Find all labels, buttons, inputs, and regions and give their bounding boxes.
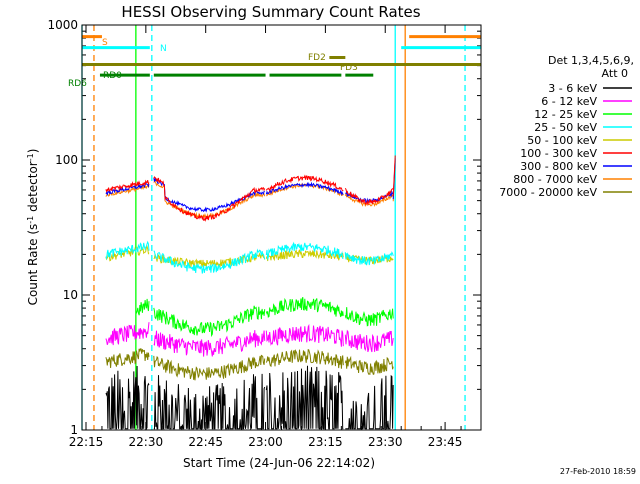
series-line-segment (105, 365, 150, 431)
legend-label: 300 - 800 keV (520, 160, 597, 173)
legend-header-line1: Det 1,3,4,5,6,9, (548, 54, 634, 67)
legend-label: 12 - 25 keV (534, 108, 597, 121)
series-line-segment (344, 329, 394, 353)
series-line-segment (153, 180, 266, 219)
x-tick-label: 22:30 (129, 435, 164, 449)
series-line-segment (105, 322, 150, 346)
series-line-segment (153, 305, 266, 338)
series-line-segment (105, 179, 150, 193)
series-100-300-kevkeV (105, 155, 396, 222)
flag-label-n: N (160, 44, 167, 54)
plot-timestamp: 27-Feb-2010 18:59 (560, 467, 636, 476)
chart-title: HESSI Observing Summary Count Rates (121, 3, 420, 21)
series-line-segment (345, 374, 394, 430)
series-line-segment (265, 241, 344, 261)
x-tick-label: 23:30 (368, 435, 403, 449)
x-tick-label: 22:15 (69, 435, 104, 449)
series-line-segment (344, 307, 394, 327)
series-line-segment (265, 249, 344, 262)
x-tick-label: 23:00 (248, 435, 283, 449)
y-axis-label: Count Rate (s-1 detector-1) (26, 149, 41, 306)
series-line-segment (153, 248, 266, 274)
flag-label-fd3: FD3 (340, 63, 358, 73)
x-axis-label: Start Time (24-Jun-06 22:14:02) (183, 456, 375, 470)
series-line-segment (265, 181, 344, 196)
series-800-7000-kevkeV (105, 160, 396, 219)
legend-label: 800 - 7000 keV (513, 173, 597, 186)
series-line-segment (265, 297, 344, 318)
series-300-800-kevkeV (105, 158, 396, 213)
series-line-segment (153, 354, 266, 381)
flag-label-fd2: FD2 (308, 53, 326, 63)
legend-label: 50 - 100 keV (527, 134, 597, 147)
x-tick-label: 23:45 (428, 435, 463, 449)
legend-label: 3 - 6 keV (548, 82, 597, 95)
series-25-50-kevkeV (105, 240, 394, 274)
series-12-25-kevkeV (135, 297, 394, 338)
series-line-segment (105, 183, 150, 197)
series-line-segment (344, 192, 394, 207)
x-tick-label: 22:45 (188, 435, 223, 449)
flag-label-s: S (102, 38, 108, 48)
flag-label-rd6: RD6 (68, 79, 87, 89)
x-tick-label: 23:15 (308, 435, 343, 449)
series-6-12-kevkeV (105, 322, 394, 357)
flag-label-rd0: RD0 (103, 71, 122, 81)
series-spike (392, 155, 396, 197)
series-line-segment (344, 355, 394, 376)
series-line-segment (265, 365, 344, 430)
y-tick-label: 100 (55, 153, 78, 167)
series-line-segment (105, 348, 150, 369)
legend-label: 6 - 12 keV (541, 95, 597, 108)
series-line-segment (344, 251, 394, 266)
series-line-segment (105, 240, 150, 261)
series-7000-20000-kevkeV (105, 348, 394, 381)
series-3-6-kevkeV (105, 365, 394, 431)
y-tick-label: 10 (63, 288, 78, 302)
series-line-segment (135, 298, 150, 316)
legend-label: 7000 - 20000 keV (499, 186, 597, 199)
y-tick-label: 1000 (47, 18, 78, 32)
series-line-segment (153, 373, 266, 431)
series-line-segment (105, 184, 150, 197)
legend-header-line2: Att 0 (602, 67, 628, 80)
series-line-segment (265, 174, 344, 192)
plot-frame (81, 24, 482, 431)
series-line-segment (153, 330, 266, 357)
series-line-segment (265, 323, 344, 347)
series-line-segment (344, 187, 394, 207)
series-line-segment (265, 349, 344, 369)
legend-label: 25 - 50 keV (534, 121, 597, 134)
series-line-segment (153, 176, 266, 222)
legend-label: 100 - 300 keV (520, 147, 597, 160)
y-tick-label: 1 (70, 423, 78, 437)
